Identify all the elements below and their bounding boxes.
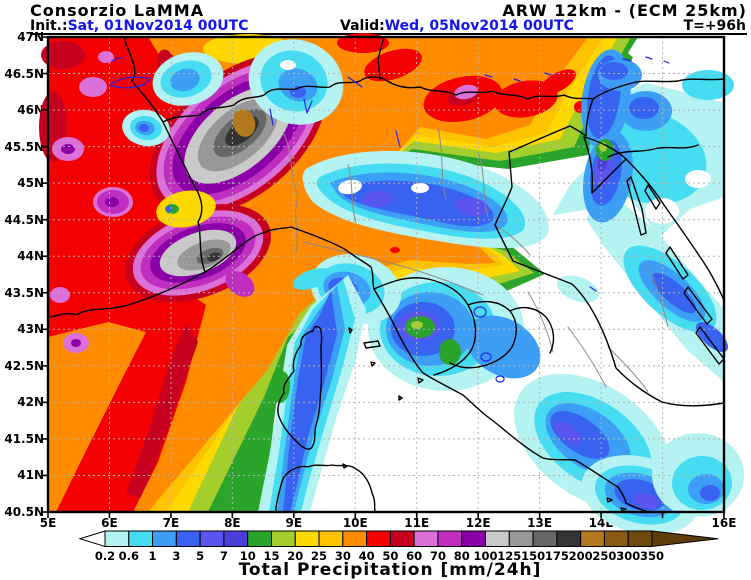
lat-label-44.5N: 44.5N <box>4 212 44 227</box>
lat-label-46N: 46N <box>17 103 44 118</box>
lon-label-12E: 12E <box>465 516 491 530</box>
svg-text:30: 30 <box>335 549 351 563</box>
init-label: Init.: <box>30 18 68 34</box>
svg-text:3: 3 <box>172 549 180 563</box>
svg-text:7: 7 <box>220 549 228 563</box>
geography <box>47 36 725 513</box>
header-row-1: Consorzio LaMMA ARW 12km - (ECM 25km) <box>0 1 751 20</box>
national-borders <box>123 36 725 273</box>
colorbar-caption: Total Precipitation [mm/24h] <box>238 560 542 580</box>
svg-text:70: 70 <box>430 549 446 563</box>
brand-title: Consorzio LaMMA <box>30 1 205 20</box>
svg-text:50: 50 <box>382 549 398 563</box>
lat-label-43.5N: 43.5N <box>4 285 44 300</box>
lat-label-45.5N: 45.5N <box>4 139 44 154</box>
svg-text:20: 20 <box>287 549 303 563</box>
svg-text:250: 250 <box>592 549 616 563</box>
header-divider <box>30 33 747 35</box>
model-title: ARW 12km - (ECM 25km) <box>502 1 747 20</box>
lon-label-11E: 11E <box>404 516 430 530</box>
svg-text:350: 350 <box>640 549 664 563</box>
svg-text:175: 175 <box>545 549 569 563</box>
lat-label-41N: 41N <box>17 468 44 483</box>
admin-borders-gray <box>282 128 669 393</box>
svg-text:300: 300 <box>616 549 640 563</box>
svg-text:100: 100 <box>474 549 498 563</box>
svg-text:5: 5 <box>196 549 204 563</box>
lat-label-42.5N: 42.5N <box>4 358 44 373</box>
coastline-adriatic <box>494 125 725 407</box>
lat-label-43N: 43N <box>17 322 44 337</box>
lon-label-10E: 10E <box>342 516 368 530</box>
svg-text:40: 40 <box>359 549 375 563</box>
init-value: Sat, 01Nov2014 00UTC <box>67 18 249 34</box>
lon-label-9E: 9E <box>285 516 303 530</box>
lake-geneva <box>109 76 151 89</box>
lon-label-8E: 8E <box>224 516 241 530</box>
svg-text:0.2: 0.2 <box>95 549 115 563</box>
precipitation-field-svg <box>39 33 744 535</box>
coastline-west-italy <box>204 226 649 513</box>
lat-label-41.5N: 41.5N <box>4 431 44 446</box>
lon-label-6E: 6E <box>101 516 118 530</box>
croatian-islands <box>626 176 725 365</box>
small-islands <box>342 327 627 512</box>
coastline-france <box>47 271 206 318</box>
lon-label-7E: 7E <box>162 516 180 530</box>
lon-label-5E: 5E <box>39 516 57 530</box>
lat-label-46.5N: 46.5N <box>4 66 44 81</box>
valid-label: Valid: <box>340 18 385 34</box>
regional-borders-central-italy <box>373 277 555 376</box>
svg-text:150: 150 <box>521 549 545 563</box>
lat-label-47N: 47N <box>17 30 44 44</box>
lat-label-45N: 45N <box>17 176 44 191</box>
svg-text:25: 25 <box>311 549 327 563</box>
init-datetime: Init.:Sat, 01Nov2014 00UTC <box>30 18 248 34</box>
svg-text:15: 15 <box>263 549 279 563</box>
precipitation-colorbar: 0.2 0.6 1 3 5 7 10 15 20 25 30 40 50 60 70 80 100 125 150 1… <box>78 530 719 563</box>
map-frame <box>46 35 726 514</box>
svg-text:10: 10 <box>240 549 256 563</box>
header-row-2: Init.:Sat, 01Nov2014 00UTC Valid:Wed, 05… <box>0 18 751 34</box>
graticule <box>48 37 724 512</box>
svg-text:0.6: 0.6 <box>119 549 139 563</box>
coastline-corsica <box>277 325 323 450</box>
svg-text:60: 60 <box>406 549 422 563</box>
lat-label-42N: 42N <box>17 395 44 410</box>
svg-text:200: 200 <box>569 549 593 563</box>
valid-value: Wed, 05Nov2014 00UTC <box>384 18 574 34</box>
lon-label-13E: 13E <box>527 516 553 530</box>
lon-label-16E: 16E <box>711 516 737 530</box>
svg-text:125: 125 <box>497 549 521 563</box>
svg-text:1: 1 <box>149 549 157 563</box>
precipitation-map <box>39 33 744 535</box>
coastline-istria-croatia <box>583 136 725 302</box>
lead-time: T=+96h <box>683 18 746 34</box>
alpine-lakes-rivers <box>111 56 670 292</box>
lat-label-44N: 44N <box>17 249 44 264</box>
lat-label-40.5N: 40.5N <box>4 505 44 519</box>
valid-datetime: Valid:Wed, 05Nov2014 00UTC <box>340 18 574 34</box>
svg-text:80: 80 <box>454 549 470 563</box>
central-italy-lakes <box>473 306 505 383</box>
